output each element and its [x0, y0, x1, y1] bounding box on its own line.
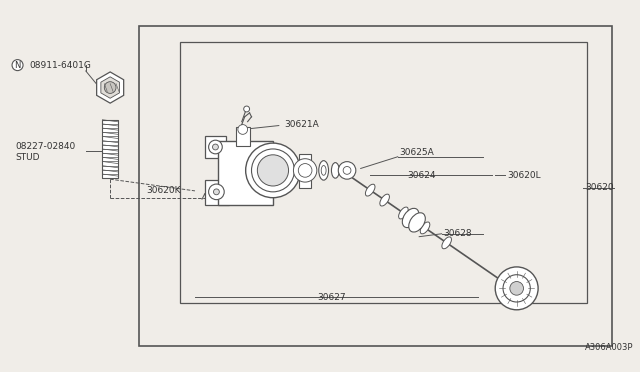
Bar [205, 136, 226, 158]
Text: 30625A: 30625A [400, 148, 435, 157]
Ellipse shape [332, 163, 339, 178]
Text: 30627: 30627 [317, 293, 346, 302]
Text: 08227-02840: 08227-02840 [15, 141, 76, 151]
Text: A306A003P: A306A003P [585, 343, 634, 352]
Ellipse shape [319, 161, 328, 180]
Text: STUD: STUD [15, 153, 40, 162]
Bar [205, 180, 229, 205]
Text: 30624: 30624 [408, 171, 436, 180]
Polygon shape [97, 72, 124, 103]
Circle shape [104, 82, 116, 93]
Circle shape [209, 140, 222, 154]
Ellipse shape [321, 166, 326, 175]
Circle shape [293, 159, 317, 182]
Ellipse shape [365, 184, 375, 196]
Text: 30621A: 30621A [285, 120, 319, 129]
Circle shape [214, 189, 220, 195]
Text: 30620: 30620 [585, 183, 614, 192]
Ellipse shape [409, 213, 426, 232]
Circle shape [257, 155, 289, 186]
Bar [300, 154, 311, 188]
Ellipse shape [380, 194, 389, 206]
Text: 30628: 30628 [444, 229, 472, 238]
Circle shape [209, 184, 224, 200]
Ellipse shape [420, 222, 430, 234]
Circle shape [510, 282, 524, 295]
Text: 30620L: 30620L [507, 171, 541, 180]
Text: 08911-6401G: 08911-6401G [29, 61, 91, 70]
Polygon shape [101, 77, 120, 98]
Circle shape [252, 149, 294, 192]
Circle shape [212, 144, 218, 150]
Ellipse shape [442, 237, 451, 249]
Circle shape [244, 106, 250, 112]
Circle shape [246, 143, 300, 198]
Bar [180, 42, 587, 303]
Bar [102, 120, 118, 178]
Bar [218, 141, 273, 205]
Bar [236, 126, 250, 146]
Bar [140, 26, 612, 346]
Circle shape [503, 275, 531, 302]
Circle shape [238, 125, 248, 134]
Text: N: N [14, 61, 20, 70]
Ellipse shape [399, 207, 408, 219]
Ellipse shape [403, 208, 419, 228]
Text: 30620K: 30620K [146, 186, 180, 195]
Circle shape [298, 164, 312, 177]
Circle shape [339, 161, 356, 179]
Circle shape [495, 267, 538, 310]
Circle shape [343, 167, 351, 174]
